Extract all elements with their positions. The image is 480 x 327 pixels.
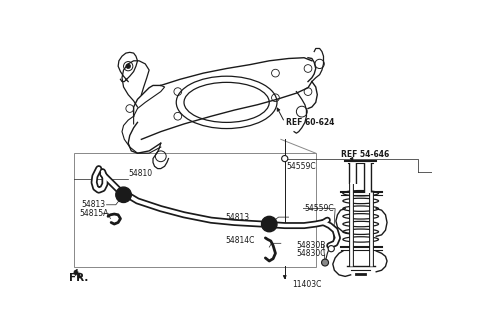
Circle shape <box>116 187 132 202</box>
Bar <box>74 153 316 267</box>
Circle shape <box>282 156 288 162</box>
Text: 54815A: 54815A <box>79 209 109 218</box>
Text: 54830B: 54830B <box>296 241 326 250</box>
Circle shape <box>262 216 277 232</box>
Text: 54813: 54813 <box>225 213 249 222</box>
Text: 11403C: 11403C <box>292 280 322 289</box>
Text: 54559C: 54559C <box>304 204 334 213</box>
Text: 54559C: 54559C <box>286 162 316 171</box>
Text: REF 60-624: REF 60-624 <box>286 118 335 127</box>
Circle shape <box>322 259 328 266</box>
Circle shape <box>126 64 131 68</box>
Circle shape <box>328 246 335 252</box>
Text: 54813: 54813 <box>82 200 106 209</box>
Text: FR.: FR. <box>69 273 89 283</box>
Text: 54830C: 54830C <box>296 249 326 258</box>
Text: REF 54-646: REF 54-646 <box>340 150 389 159</box>
Text: 54810: 54810 <box>128 169 152 179</box>
Text: 54814C: 54814C <box>225 236 254 246</box>
